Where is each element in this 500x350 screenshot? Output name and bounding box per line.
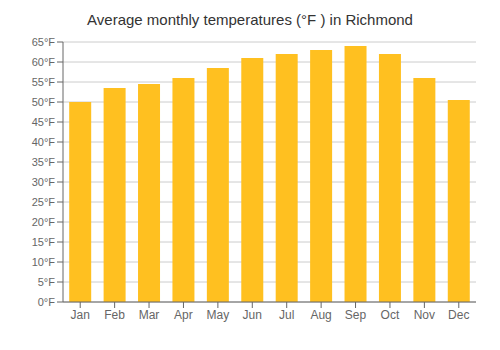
svg-text:5°F: 5°F bbox=[38, 276, 56, 288]
svg-text:Dec: Dec bbox=[448, 308, 469, 322]
svg-text:Feb: Feb bbox=[104, 308, 125, 322]
svg-text:35°F: 35°F bbox=[32, 156, 56, 168]
svg-text:Jan: Jan bbox=[71, 308, 90, 322]
svg-text:Oct: Oct bbox=[381, 308, 400, 322]
svg-text:20°F: 20°F bbox=[32, 216, 56, 228]
svg-text:40°F: 40°F bbox=[32, 136, 56, 148]
svg-text:60°F: 60°F bbox=[32, 56, 56, 68]
svg-text:0°F: 0°F bbox=[38, 296, 56, 308]
svg-text:Nov: Nov bbox=[414, 308, 435, 322]
svg-text:10°F: 10°F bbox=[32, 256, 56, 268]
svg-text:Jun: Jun bbox=[243, 308, 262, 322]
svg-text:Sep: Sep bbox=[345, 308, 367, 322]
svg-text:25°F: 25°F bbox=[32, 196, 56, 208]
svg-text:Apr: Apr bbox=[174, 308, 193, 322]
svg-text:55°F: 55°F bbox=[32, 76, 56, 88]
svg-text:50°F: 50°F bbox=[32, 96, 56, 108]
svg-text:Mar: Mar bbox=[139, 308, 160, 322]
svg-text:Jul: Jul bbox=[279, 308, 294, 322]
svg-text:15°F: 15°F bbox=[32, 236, 56, 248]
svg-text:45°F: 45°F bbox=[32, 116, 56, 128]
svg-text:65°F: 65°F bbox=[32, 36, 56, 48]
svg-text:Aug: Aug bbox=[310, 308, 331, 322]
html-text:Average monthly temperatures (: Average monthly temperatures (°F ) in Ri… bbox=[87, 11, 413, 28]
svg-text:30°F: 30°F bbox=[32, 176, 56, 188]
svg-text:May: May bbox=[207, 308, 230, 322]
